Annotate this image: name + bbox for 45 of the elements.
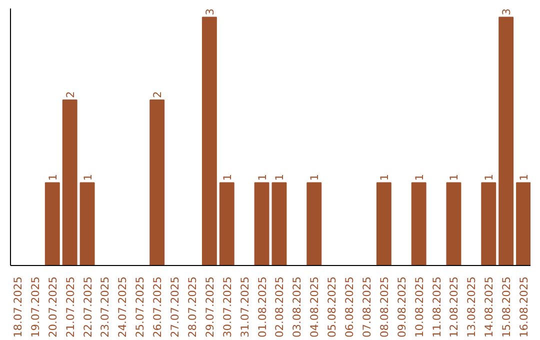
data-label: 1: [378, 174, 391, 181]
x-tick-label: 23.07.2025: [98, 276, 112, 338]
data-label: 1: [273, 174, 286, 181]
x-tick-label: 21.07.2025: [64, 276, 77, 338]
data-label: 1: [256, 174, 269, 181]
data-label: 1: [81, 174, 94, 181]
x-tick-label: 09.08.2025: [395, 276, 408, 338]
x-tick-label: 30.07.2025: [220, 276, 234, 338]
data-label: 1: [412, 174, 426, 181]
x-tick-label: 19.07.2025: [28, 276, 42, 338]
data-label: 1: [482, 174, 496, 181]
data-label: 1: [220, 174, 234, 181]
x-tick-label: 25.07.2025: [134, 276, 147, 338]
data-label: 1: [448, 174, 461, 181]
x-tick-label: 29.07.2025: [203, 276, 216, 338]
x-tick-label: 13.08.2025: [465, 276, 478, 338]
x-tick-label: 14.08.2025: [482, 276, 496, 338]
x-tick-label: 01.08.2025: [256, 276, 269, 338]
data-label: 1: [308, 174, 322, 181]
x-tick-label: 07.08.2025: [360, 276, 374, 338]
x-tick-label: 15.08.2025: [500, 276, 514, 338]
x-tick-label: 08.08.2025: [378, 276, 391, 338]
data-label: 2: [64, 91, 77, 98]
x-tick-label: 31.07.2025: [238, 276, 252, 338]
x-tick-label: 02.08.2025: [273, 276, 286, 338]
x-tick-label: 27.07.2025: [168, 276, 182, 338]
data-label: 1: [518, 174, 531, 181]
x-tick-label: 22.07.2025: [81, 276, 94, 338]
x-tick-label: 11.08.2025: [430, 276, 444, 338]
data-label: 2: [151, 91, 164, 98]
x-tick-label: 10.08.2025: [412, 276, 426, 338]
x-tick-label: 05.08.2025: [326, 276, 339, 338]
x-tick-label: 24.07.2025: [116, 276, 130, 338]
x-tick-label: 03.08.2025: [290, 276, 304, 338]
x-tick-label: 18.07.2025: [11, 276, 24, 338]
x-tick-label: 16.08.2025: [518, 276, 531, 338]
x-tick-label: 28.07.2025: [186, 276, 199, 338]
x-tick-label: 06.08.2025: [343, 276, 356, 338]
data-label: 3: [500, 8, 514, 16]
x-tick-label: 12.08.2025: [448, 276, 461, 338]
x-tick-label: 20.07.2025: [46, 276, 60, 338]
x-tick-label: 04.08.2025: [308, 276, 322, 338]
data-label: 3: [203, 8, 216, 16]
data-label: 1: [46, 174, 60, 181]
x-tick-label: 26.07.2025: [151, 276, 164, 338]
